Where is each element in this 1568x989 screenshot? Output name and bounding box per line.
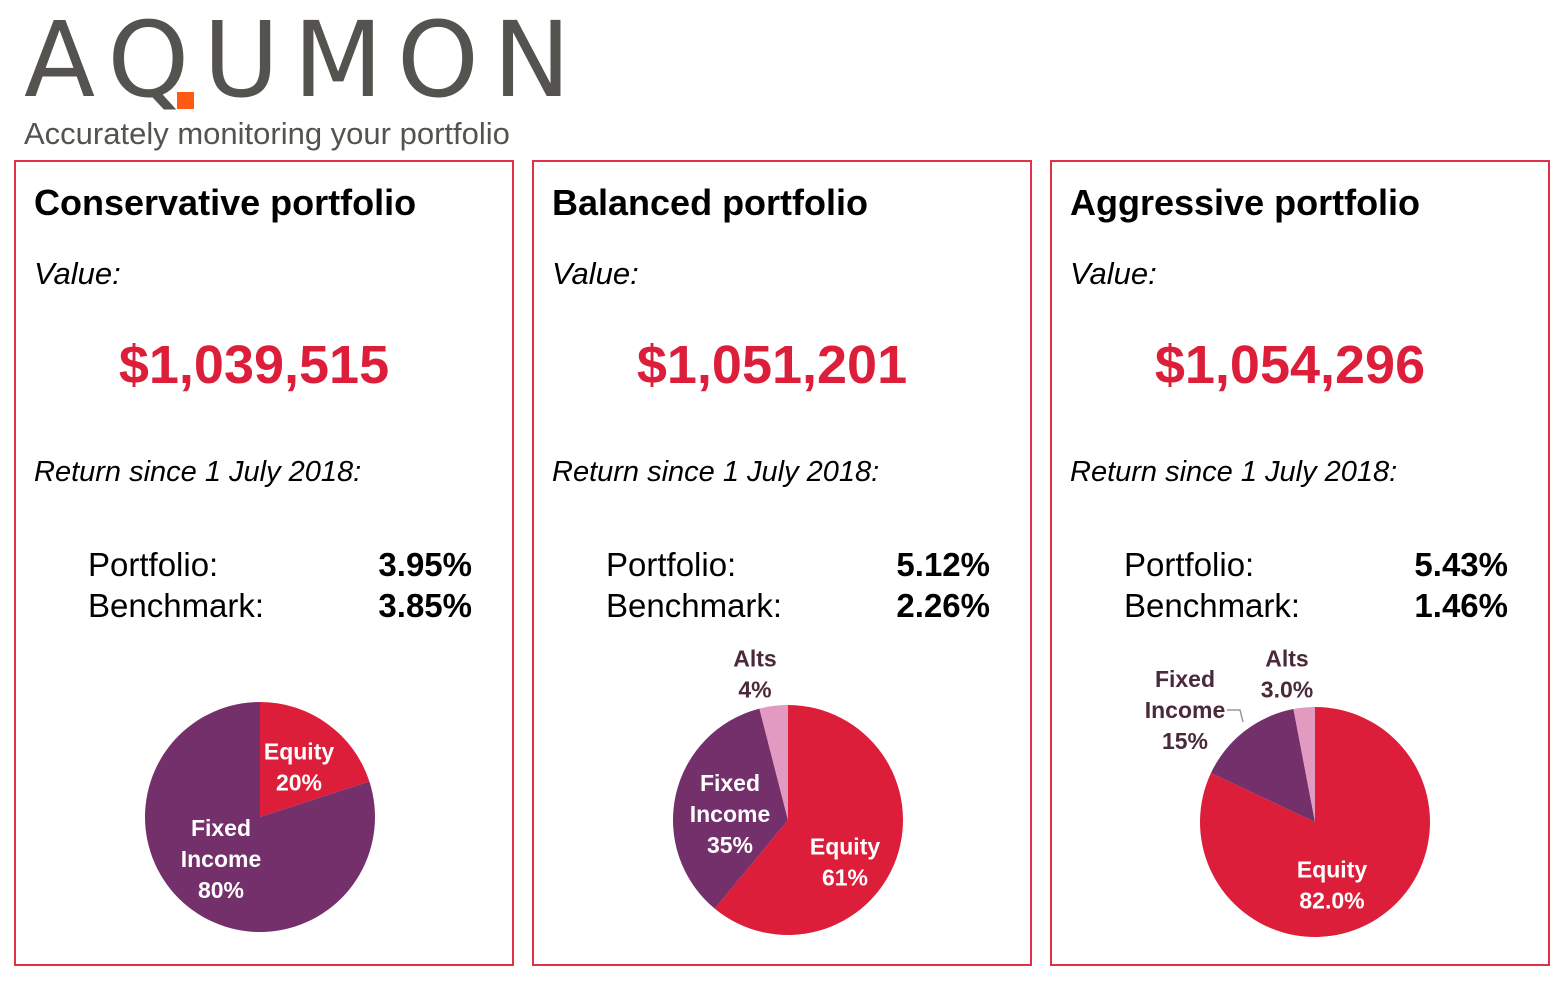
- portfolio-label: Portfolio:: [1124, 546, 1255, 583]
- pie-label-value: 80%: [198, 877, 244, 903]
- pie-label-fixed-income: Fixed Income 80%: [181, 815, 262, 903]
- pie-label-value: 35%: [707, 832, 753, 858]
- pie-label-value: 15%: [1162, 728, 1208, 754]
- benchmark-label: Benchmark:: [1124, 587, 1301, 624]
- portfolio-return-row: Portfolio: 5.43%: [1124, 546, 1508, 584]
- return-label: Return since 1 July 2018:: [34, 456, 362, 488]
- pie-label-name: Fixed: [1155, 666, 1215, 692]
- pie-label-equity: Equity 20%: [264, 739, 334, 796]
- pie-label-value: 61%: [822, 865, 868, 891]
- pie-label-alts: Alts 4%: [733, 646, 776, 703]
- leader-line: [1227, 709, 1244, 723]
- benchmark-label: Benchmark:: [88, 587, 265, 624]
- pie-label-name: Income: [690, 801, 771, 827]
- allocation-pie-chart: Equity 20% Fixed Income 80%: [144, 702, 375, 932]
- portfolio-card-3: Aggressive portfolio Value: $1,054,296 R…: [1050, 160, 1550, 966]
- benchmark-return-value: 3.85%: [378, 587, 472, 624]
- portfolio-return-row: Portfolio: 5.12%: [606, 546, 990, 584]
- portfolio-value: $1,051,201: [636, 335, 908, 395]
- pie-label-name: Income: [1145, 697, 1226, 723]
- portfolio-return-value: 3.95%: [378, 546, 472, 583]
- portfolio-card-2: Balanced portfolio Value: $1,051,201 Ret…: [532, 160, 1032, 966]
- allocation-pie-chart: Equity 61% Fixed Income 35% Alts 4%: [673, 646, 903, 935]
- logo-wordmark: AQUMON: [24, 0, 585, 121]
- portfolio-label: Portfolio:: [88, 546, 219, 583]
- logo-tagline: Accurately monitoring your portfolio: [24, 116, 510, 151]
- pie-slice-fixed-income: [1210, 709, 1315, 822]
- pie-label-value: 3.0%: [1261, 677, 1313, 703]
- portfolio-return-row: Portfolio: 3.95%: [88, 546, 472, 584]
- return-label: Return since 1 July 2018:: [552, 456, 880, 488]
- pie-label-name: Equity: [264, 739, 334, 765]
- pie-label-name: Fixed: [191, 815, 251, 841]
- value-label: Value:: [552, 256, 639, 291]
- pie-slice-fixed-income: [673, 708, 788, 909]
- portfolio-label: Portfolio:: [606, 546, 737, 583]
- portfolio-return-value: 5.12%: [896, 546, 990, 583]
- pie-slice-fixed-income: [144, 702, 375, 932]
- portfolio-value: $1,039,515: [118, 335, 390, 395]
- portfolio-card-1: Conservative portfolio Value: $1,039,515…: [14, 160, 514, 966]
- pie-label-alts: Alts 3.0%: [1261, 646, 1313, 703]
- pie-label-equity: Equity 61%: [810, 834, 880, 891]
- benchmark-return-value: 2.26%: [896, 587, 990, 624]
- portfolio-return-value: 5.43%: [1414, 546, 1508, 583]
- benchmark-return-row: Benchmark: 3.85%: [88, 587, 472, 625]
- benchmark-return-row: Benchmark: 2.26%: [606, 587, 990, 625]
- logo-orange-dot: [177, 92, 194, 109]
- pie-label-name: Equity: [810, 834, 880, 860]
- pie-slice-equity: [714, 705, 903, 935]
- portfolio-title: Conservative portfolio: [34, 182, 417, 223]
- value-label: Value:: [34, 256, 121, 291]
- pie-label-name: Fixed: [700, 770, 760, 796]
- allocation-pie-chart: Equity 82.0% Fixed Income 15% Alts 3.0%: [1145, 646, 1430, 937]
- pie-label-value: 4%: [738, 677, 771, 703]
- portfolio-title: Aggressive portfolio: [1070, 182, 1421, 223]
- benchmark-label: Benchmark:: [606, 587, 783, 624]
- pie-slice-alts: [759, 705, 788, 820]
- pie-label-name: Alts: [733, 646, 776, 672]
- portfolio-value: $1,054,296: [1154, 335, 1426, 395]
- aqumon-logo: AQUMON: [24, 8, 585, 112]
- pie-label-fixed-income: Fixed Income 35%: [690, 770, 771, 858]
- portfolio-title: Balanced portfolio: [552, 182, 869, 223]
- pie-slice-equity: [260, 702, 370, 817]
- pie-label-equity: Equity 82.0%: [1297, 857, 1367, 914]
- pie-slice-alts: [1293, 707, 1315, 822]
- pie-label-value: 20%: [276, 770, 322, 796]
- return-label: Return since 1 July 2018:: [1070, 456, 1398, 488]
- value-label: Value:: [1070, 256, 1157, 291]
- pie-label-name: Equity: [1297, 857, 1367, 883]
- benchmark-return-value: 1.46%: [1414, 587, 1508, 624]
- pie-label-name: Income: [181, 846, 262, 872]
- pie-label-fixed-income: Fixed Income 15%: [1145, 666, 1226, 754]
- benchmark-return-row: Benchmark: 1.46%: [1124, 587, 1508, 625]
- pie-label-name: Alts: [1265, 646, 1308, 672]
- pie-label-value: 82.0%: [1299, 888, 1364, 914]
